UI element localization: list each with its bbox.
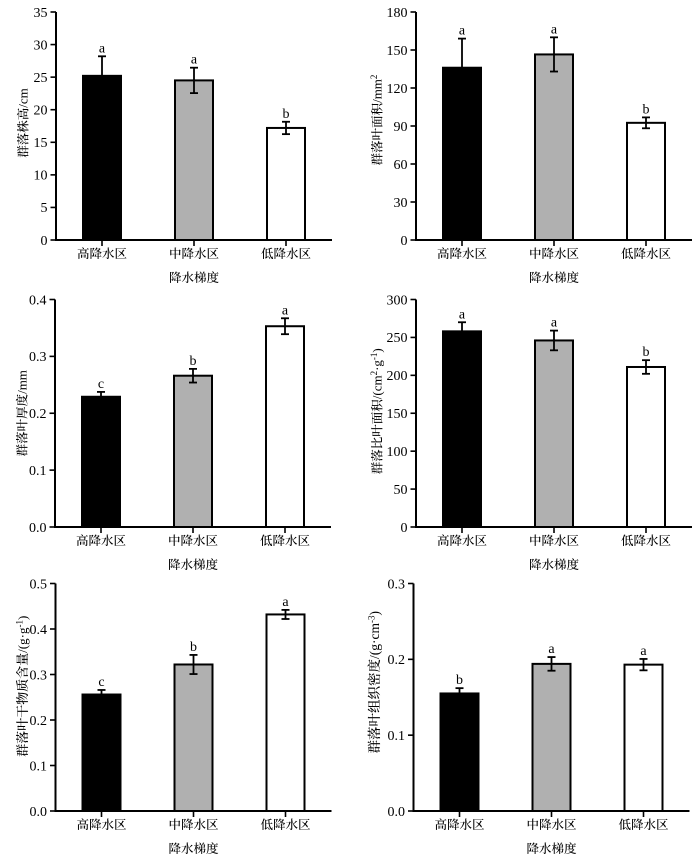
svg-text:0.4: 0.4 [30,623,48,638]
svg-text:0.1: 0.1 [29,464,47,479]
svg-text:a: a [548,642,555,657]
svg-text:0.2: 0.2 [30,714,48,729]
svg-text:15: 15 [34,136,48,151]
svg-text:/mm: /mm [370,79,385,103]
svg-text:10: 10 [34,169,48,184]
svg-text:0.3: 0.3 [30,668,48,683]
svg-text:150: 150 [387,407,408,422]
svg-text:60: 60 [394,158,408,173]
svg-text:a: a [640,644,647,659]
svg-text:5: 5 [41,201,48,216]
svg-text:b: b [190,354,197,369]
svg-text:-1: -1 [369,353,379,361]
svg-text:a: a [99,41,106,56]
svg-text:b: b [643,345,650,360]
svg-text:a: a [459,24,466,39]
svg-text:b: b [283,107,290,122]
svg-text:a: a [282,595,289,610]
svg-text:): ) [370,348,385,352]
svg-text:b: b [643,102,650,117]
svg-text:0.2: 0.2 [29,407,47,422]
svg-text:0.1: 0.1 [30,759,48,774]
svg-text:-1: -1 [15,620,25,628]
svg-text:0.0: 0.0 [388,805,406,820]
svg-text:30: 30 [394,196,408,211]
svg-text:c: c [98,675,104,690]
svg-text:0: 0 [401,234,408,249]
svg-text:0.0: 0.0 [29,521,47,536]
svg-text:-3: -3 [367,615,377,623]
svg-text:0.3: 0.3 [388,577,406,592]
svg-text:·g: ·g [370,360,385,371]
svg-text:250: 250 [387,331,408,346]
svg-text:120: 120 [387,82,408,97]
svg-text:2: 2 [369,75,379,80]
svg-text:35: 35 [34,6,48,21]
svg-text:0: 0 [401,521,408,536]
svg-text:0.2: 0.2 [388,653,406,668]
svg-text:a: a [282,303,289,318]
svg-text:/(g·g: /(g·g [15,627,30,653]
svg-text:0.1: 0.1 [388,729,406,744]
svg-text:a: a [459,307,466,322]
svg-text:0.5: 0.5 [30,577,48,592]
svg-text:30: 30 [34,38,48,53]
svg-text:25: 25 [34,71,48,86]
svg-text:/mm: /mm [15,370,30,394]
svg-text:300: 300 [387,293,408,308]
svg-text:50: 50 [394,483,408,498]
svg-text:b: b [456,673,463,688]
svg-text:b: b [190,640,197,655]
svg-text:20: 20 [34,104,48,119]
svg-text:): ) [367,611,382,616]
svg-text:90: 90 [394,120,408,135]
svg-text:a: a [551,316,558,331]
svg-text:0.3: 0.3 [29,350,47,365]
svg-text:): ) [15,616,30,620]
svg-text:180: 180 [387,6,408,21]
svg-text:0: 0 [41,234,48,249]
svg-text:a: a [191,53,198,68]
svg-text:200: 200 [387,369,408,384]
svg-text:/(g·cm: /(g·cm [367,623,382,659]
svg-text:/cm: /cm [16,88,31,108]
svg-text:c: c [98,377,104,392]
svg-text:0.0: 0.0 [30,805,48,820]
svg-text:100: 100 [387,445,408,460]
svg-text:2: 2 [369,371,379,376]
svg-text:150: 150 [387,44,408,59]
svg-text:0.4: 0.4 [29,293,47,308]
svg-text:a: a [551,22,558,37]
svg-text:/(cm: /(cm [370,375,385,399]
